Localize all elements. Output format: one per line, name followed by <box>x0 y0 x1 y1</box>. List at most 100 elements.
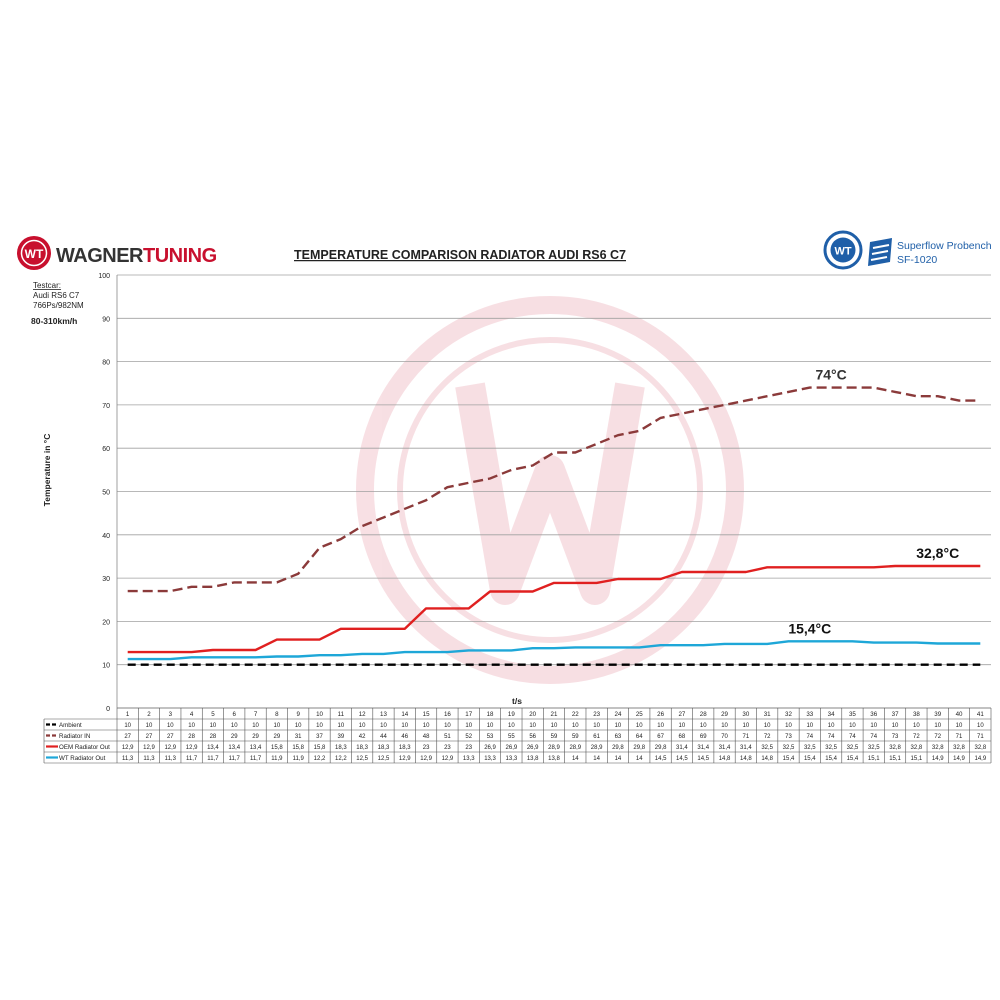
table-cell: 32,5 <box>761 745 773 751</box>
y-axis-label: Temperature in °C <box>42 434 52 507</box>
testcar-speed-range: 80-310km/h <box>31 316 77 326</box>
table-cell: 48 <box>423 734 430 740</box>
series-line-wt-radiator-out <box>127 640 981 661</box>
table-cell: 10 <box>231 723 238 729</box>
table-cell: 71 <box>743 734 750 740</box>
table-cell: 10 <box>828 723 835 729</box>
table-cell: 26,9 <box>484 745 496 751</box>
series-lines <box>127 386 981 666</box>
table-cell: 12,9 <box>442 756 454 762</box>
testcar-model: Audi RS6 C7 <box>33 291 80 300</box>
table-cell: 32,8 <box>953 745 965 751</box>
x-tick-label: 29 <box>721 711 728 718</box>
table-cell: 18,3 <box>335 745 347 751</box>
table-cell: 67 <box>657 734 664 740</box>
series-line-radiator-in <box>127 386 981 593</box>
table-cell: 10 <box>252 723 259 729</box>
data-table: 1 2 3 4 5 6 7 8 9 10 11 12 13 14 15 16 17 18 19 20 21 22 23 24 2… <box>43 707 992 764</box>
x-tick-label: 24 <box>615 711 622 718</box>
x-tick-label: 37 <box>892 711 899 718</box>
y-tick-label: 60 <box>102 446 110 453</box>
table-cell: 18,3 <box>399 745 411 751</box>
bench-logo-mark: WT <box>834 246 851 258</box>
table-cell: 72 <box>913 734 920 740</box>
y-tick-label: 90 <box>102 316 110 323</box>
table-cell: 63 <box>615 734 622 740</box>
table-cell: 11,3 <box>165 756 177 762</box>
superflow-flag-icon <box>868 238 892 266</box>
table-cell: 10 <box>210 723 217 729</box>
table-cell: 10 <box>956 723 963 729</box>
table-cell: 32,8 <box>974 745 986 751</box>
table-cell: 14 <box>636 756 643 762</box>
table-cell: 10 <box>274 723 281 729</box>
table-cell: 59 <box>551 734 558 740</box>
table-cell: 12,9 <box>186 745 198 751</box>
x-tick-label: 3 <box>169 711 173 718</box>
table-cell: 10 <box>167 723 174 729</box>
x-tick-label: 41 <box>977 711 984 718</box>
x-tick-label: 36 <box>870 711 877 718</box>
table-cell: 14 <box>615 756 622 762</box>
table-cell: 10 <box>124 723 131 729</box>
table-cell: 10 <box>316 723 323 729</box>
table-cell: 28,9 <box>569 745 581 751</box>
table-cell: 15,8 <box>292 745 304 751</box>
brand-logo-mark: WT <box>25 247 44 261</box>
table-cell: 29 <box>274 734 281 740</box>
table-cell: 10 <box>188 723 195 729</box>
x-tick-label: 19 <box>508 711 515 718</box>
table-cell: 74 <box>849 734 856 740</box>
legend-label: OEM Radiator Out <box>59 744 110 751</box>
table-cell: 32,5 <box>783 745 795 751</box>
x-tick-label: 21 <box>551 711 558 718</box>
testcar-label: Testcar: <box>33 281 61 290</box>
x-tick-label: 14 <box>401 711 408 718</box>
y-tick-label: 70 <box>102 403 110 410</box>
table-cell: 15,4 <box>783 756 795 762</box>
x-tick-label: 9 <box>296 711 300 718</box>
table-cell: 13,4 <box>250 745 262 751</box>
table-cell: 10 <box>764 723 771 729</box>
table-cell: 10 <box>337 723 344 729</box>
table-cell: 31,4 <box>676 745 688 751</box>
chart-title: TEMPERATURE COMPARISON RADIATOR AUDI RS6… <box>294 248 626 262</box>
table-cell: 28 <box>188 734 195 740</box>
x-tick-label: 16 <box>444 711 451 718</box>
table-cell: 10 <box>551 723 558 729</box>
table-cell: 10 <box>593 723 600 729</box>
table-cell: 31,4 <box>697 745 709 751</box>
table-cell: 14 <box>572 756 579 762</box>
x-tick-label: 5 <box>211 711 215 718</box>
table-cell: 13,3 <box>484 756 496 762</box>
x-tick-label: 33 <box>806 711 813 718</box>
table-cell: 10 <box>934 723 941 729</box>
table-cell: 51 <box>444 734 451 740</box>
table-cell: 29 <box>252 734 259 740</box>
x-tick-label: 15 <box>423 711 430 718</box>
x-tick-label: 38 <box>913 711 920 718</box>
table-cell: 10 <box>892 723 899 729</box>
table-cell: 14,9 <box>974 756 986 762</box>
table-cell: 12,9 <box>420 756 432 762</box>
y-tick-label: 100 <box>98 273 110 280</box>
x-tick-label: 35 <box>849 711 856 718</box>
bench-line2: SF-1020 <box>897 254 937 266</box>
legend-label: Radiator IN <box>59 733 90 740</box>
table-cell: 10 <box>806 723 813 729</box>
table-cell: 12,9 <box>143 745 155 751</box>
table-cell: 68 <box>679 734 686 740</box>
x-tick-label: 25 <box>636 711 643 718</box>
table-cell: 56 <box>529 734 536 740</box>
table-cell: 10 <box>743 723 750 729</box>
y-tick-label: 30 <box>102 576 110 583</box>
x-tick-label: 13 <box>380 711 387 718</box>
table-cell: 10 <box>146 723 153 729</box>
table-cell: 71 <box>956 734 963 740</box>
table-cell: 53 <box>487 734 494 740</box>
table-cell: 74 <box>828 734 835 740</box>
table-cell: 12,2 <box>335 756 347 762</box>
table-cell: 13,8 <box>527 756 539 762</box>
x-tick-label: 11 <box>338 711 345 718</box>
table-cell: 10 <box>913 723 920 729</box>
